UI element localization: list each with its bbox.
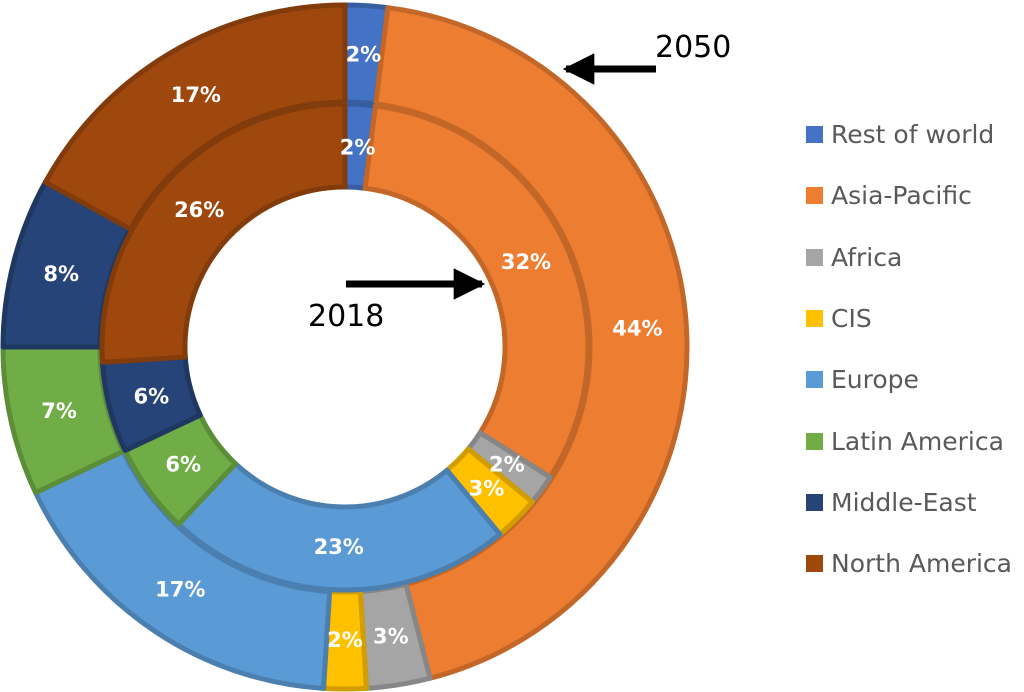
legend-label: Europe [831, 365, 919, 395]
slice-label-2050-rest-of-world: 2% [346, 43, 382, 67]
slice-labels: 2%32%2%3%23%6%6%26%2%44%3%2%17%7%8%17% [41, 43, 662, 652]
slice-2018-europe [176, 461, 503, 593]
legend-swatch [806, 187, 823, 205]
legend-label: Middle-East [831, 487, 977, 517]
legend-swatch [806, 371, 823, 389]
legend-label: Rest of world [831, 120, 995, 150]
legend-item-middle-east: Middle-East [806, 472, 1021, 533]
slice-label-2018-africa: 2% [489, 453, 525, 477]
legend-item-cis: CIS [806, 288, 1021, 349]
slice-label-2050-asia-pacific: 44% [612, 317, 662, 341]
slice-label-2050-cis: 2% [327, 628, 363, 652]
legend-swatch [806, 493, 823, 511]
legend-item-asia-pacific: Asia-Pacific [806, 165, 1021, 226]
legend-item-rest-of-world: Rest of world [806, 104, 1021, 165]
legend-swatch [806, 432, 823, 450]
slice-2018-north-america [99, 101, 348, 365]
slice-label-2050-middle-east: 8% [43, 262, 79, 286]
legend-label: Africa [831, 242, 903, 272]
legend: Rest of world Asia-Pacific Africa CIS Eu… [806, 104, 1021, 594]
legend-swatch [806, 126, 823, 144]
slice-label-2018-asia-pacific: 32% [501, 250, 551, 274]
annotation-2050: 2050 [655, 30, 731, 65]
inner-ring-2018 [99, 101, 591, 593]
slice-label-2050-north-america: 17% [171, 83, 221, 107]
annotation-2018: 2018 [308, 299, 384, 334]
legend-label: Latin America [831, 426, 1004, 456]
legend-swatch [806, 555, 823, 573]
slice-label-2018-europe: 23% [314, 535, 364, 559]
slice-label-2050-latin-america: 7% [41, 399, 77, 423]
slice-label-2018-middle-east: 6% [133, 385, 169, 409]
legend-label: CIS [831, 304, 872, 334]
slice-label-2050-europe: 17% [155, 577, 205, 601]
legend-swatch [806, 248, 823, 266]
legend-label: Asia-Pacific [831, 181, 972, 211]
legend-item-africa: Africa [806, 227, 1021, 288]
legend-swatch [806, 310, 823, 328]
slice-label-2018-north-america: 26% [174, 198, 224, 222]
legend-item-latin-america: Latin America [806, 410, 1021, 471]
slice-label-2050-africa: 3% [373, 624, 409, 648]
slice-label-2018-latin-america: 6% [165, 453, 201, 477]
legend-label: North America [831, 549, 1012, 579]
slice-label-2018-rest-of-world: 2% [340, 135, 376, 159]
legend-item-north-america: North America [806, 533, 1021, 594]
slice-label-2018-cis: 3% [469, 476, 505, 500]
slice-2018-asia-pacific [362, 103, 591, 480]
legend-item-europe: Europe [806, 349, 1021, 410]
